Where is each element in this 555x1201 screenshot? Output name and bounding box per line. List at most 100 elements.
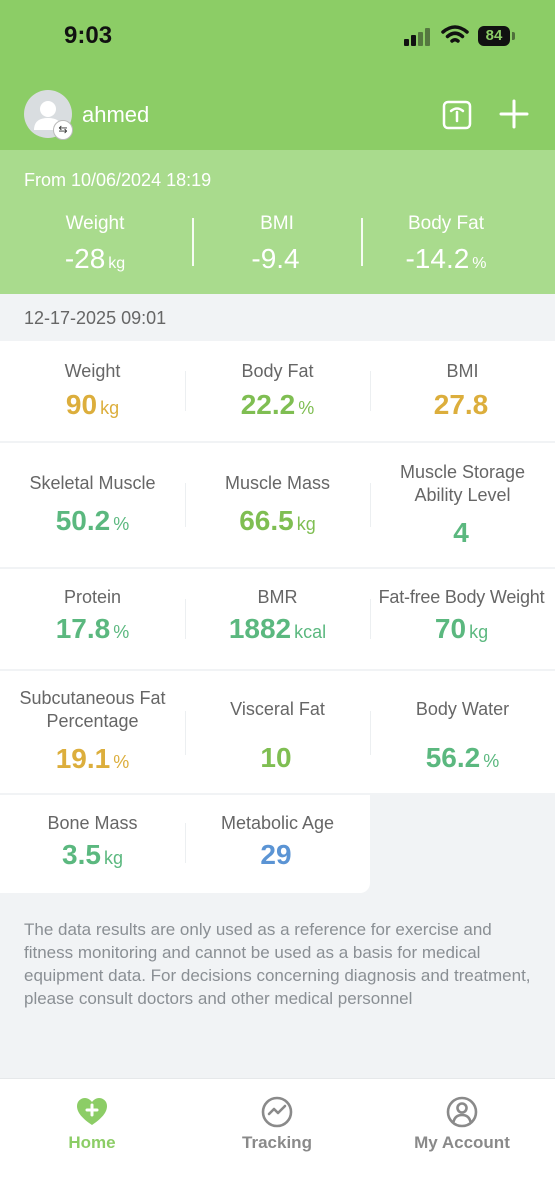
- metrics-row: Skeletal Muscle 50.2% Muscle Mass 66.5 kg…: [0, 443, 555, 567]
- metric-unit: kg: [100, 398, 120, 418]
- metric-label: Metabolic Age: [220, 813, 335, 833]
- metric-value: 56.2: [425, 742, 481, 773]
- cell-divider: [370, 711, 371, 755]
- metric-label: Subcutaneous Fat Percentage: [19, 688, 166, 731]
- person-circle-icon: [446, 1096, 478, 1128]
- cell-divider: [370, 599, 371, 639]
- metric-skeletal-muscle[interactable]: Skeletal Muscle 50.2%: [0, 443, 185, 567]
- metric-label: BMR: [257, 587, 298, 607]
- metrics-row: Protein 17.8% BMR 1882 kcal Fat-free Body…: [0, 569, 555, 669]
- cell-divider: [185, 483, 186, 527]
- metric-unit: %: [113, 514, 130, 534]
- metric-metabolic-age[interactable]: Metabolic Age 29: [185, 795, 370, 893]
- bottom-tab-bar: Home Tracking My Account: [0, 1078, 555, 1201]
- record-date: 12-17-2025 09:01: [24, 308, 167, 328]
- metric-value: 66.5: [239, 505, 294, 536]
- metric-unit: %: [113, 752, 130, 772]
- metric-muscle-mass[interactable]: Muscle Mass 66.5 kg: [185, 443, 370, 567]
- metric-unit: %: [113, 622, 130, 642]
- metric-value: 4: [453, 517, 469, 548]
- change-summary: [0, 150, 555, 294]
- metric-value: 90: [65, 389, 98, 420]
- metric-body-water[interactable]: Body Water 56.2%: [370, 671, 555, 793]
- from-date: From 10/06/2024 18:19: [24, 170, 212, 190]
- summary-bmi: BMI -9.4: [192, 213, 362, 275]
- metrics-row: Weight 90 kg Body Fat 22.2% BMI 27.8: [0, 341, 555, 441]
- battery-level: 84: [478, 26, 510, 46]
- metric-unit: %: [483, 751, 500, 771]
- metric-fat-free-weight[interactable]: Fat-free Body Weight 70 kg: [368, 569, 555, 669]
- metric-value: 27.8: [433, 389, 489, 420]
- metric-value: 22.2: [240, 389, 296, 420]
- metric-unit: %: [298, 398, 315, 418]
- summary-unit: %: [472, 255, 487, 272]
- metric-value: 70: [434, 613, 467, 644]
- cell-divider: [185, 711, 186, 755]
- metric-protein[interactable]: Protein 17.8%: [0, 569, 185, 669]
- summary-value: -14.2: [405, 243, 470, 274]
- cell-divider: [185, 599, 186, 639]
- summary-divider: [192, 218, 194, 266]
- metric-label: Skeletal Muscle: [29, 473, 156, 493]
- metric-value: 50.2: [55, 505, 111, 536]
- tab-my-account[interactable]: My Account: [392, 1095, 532, 1153]
- app-header: [0, 0, 555, 150]
- summary-divider: [361, 218, 363, 266]
- switch-user-icon[interactable]: ⇆: [53, 120, 73, 140]
- metric-label: Muscle Mass: [224, 473, 331, 493]
- metric-label: Visceral Fat: [230, 699, 325, 719]
- battery-icon: 84: [478, 26, 518, 46]
- metric-bmr[interactable]: BMR 1882 kcal: [185, 569, 370, 669]
- status-time: 9:03: [64, 22, 113, 49]
- metric-bone-mass[interactable]: Bone Mass 3.5 kg: [0, 795, 185, 893]
- metric-label: Weight: [64, 361, 121, 381]
- cell-divider: [185, 371, 186, 411]
- metrics-row: Bone Mass 3.5 kg Metabolic Age 29: [0, 795, 370, 893]
- metric-weight[interactable]: Weight 90 kg: [0, 341, 185, 441]
- metric-unit: kg: [296, 514, 316, 534]
- pulse-circle-icon: [261, 1096, 293, 1128]
- tab-label: Home: [68, 1133, 116, 1152]
- metric-label: Body Fat: [241, 361, 314, 381]
- metric-value: 17.8: [55, 613, 111, 644]
- metric-value: 10: [260, 742, 292, 773]
- metric-value: 19.1: [55, 743, 111, 774]
- cellular-signal-icon: [404, 28, 430, 46]
- cell-divider: [370, 371, 371, 411]
- summary-unit: kg: [108, 255, 126, 272]
- metric-unit: kcal: [294, 622, 327, 642]
- metric-label: Body Water: [415, 699, 510, 719]
- username[interactable]: ahmed: [82, 102, 150, 127]
- tab-tracking[interactable]: Tracking: [207, 1095, 347, 1153]
- summary-label: BMI: [260, 213, 294, 234]
- heart-plus-icon: [77, 1098, 107, 1125]
- metric-unit: kg: [469, 622, 489, 642]
- metric-value: 1882: [228, 613, 292, 644]
- metric-label: Fat-free Body Weight: [378, 587, 545, 607]
- metrics-row: Subcutaneous Fat Percentage 19.1% Viscer…: [0, 671, 555, 793]
- tab-home[interactable]: Home: [22, 1095, 162, 1153]
- summary-label: Weight: [65, 213, 125, 234]
- add-icon[interactable]: [498, 98, 530, 130]
- metric-label: BMI: [446, 361, 479, 381]
- metric-unit: kg: [103, 848, 123, 868]
- wifi-icon: [441, 25, 469, 43]
- metric-bmi[interactable]: BMI 27.8: [370, 341, 555, 441]
- metric-value: 3.5: [62, 839, 101, 870]
- tab-label: My Account: [414, 1133, 510, 1152]
- metric-visceral-fat[interactable]: Visceral Fat 10: [185, 671, 370, 793]
- metric-muscle-storage[interactable]: Muscle Storage Ability Level 4: [370, 443, 555, 567]
- metric-label: Bone Mass: [47, 813, 138, 833]
- metric-label: Muscle Storage Ability Level: [399, 462, 526, 505]
- metric-label: Protein: [63, 587, 122, 607]
- disclaimer-text: The data results are only used as a refe…: [24, 920, 531, 1008]
- metric-value: 29: [260, 839, 292, 870]
- cell-divider: [185, 823, 186, 863]
- summary-label: Body Fat: [407, 213, 485, 234]
- metric-body-fat[interactable]: Body Fat 22.2%: [185, 341, 370, 441]
- summary-value: -9.4: [251, 243, 300, 274]
- summary-body-fat: Body Fat -14.2%: [361, 213, 531, 275]
- metric-subcutaneous-fat[interactable]: Subcutaneous Fat Percentage 19.1%: [0, 671, 185, 793]
- summary-weight: Weight -28 kg: [10, 213, 180, 275]
- scale-icon[interactable]: [442, 100, 472, 130]
